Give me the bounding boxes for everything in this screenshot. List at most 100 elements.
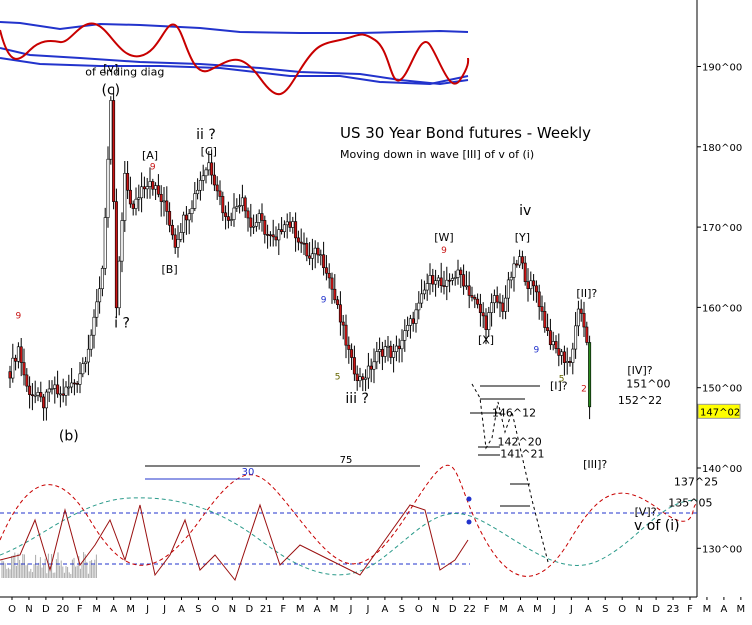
- time-tick-label: J: [349, 604, 353, 615]
- candle-body: [201, 175, 205, 181]
- candle-body: [120, 220, 124, 262]
- candle-body: [128, 189, 132, 205]
- wave-label: [B]: [162, 263, 178, 276]
- candle-body: [207, 162, 211, 171]
- candle-body: [98, 288, 102, 303]
- time-tick-label: 20: [56, 604, 69, 615]
- candle-body: [509, 276, 513, 281]
- candle-body: [154, 185, 158, 190]
- candle-body: [114, 201, 118, 309]
- candle-body: [352, 357, 356, 375]
- wave-label: [IV]?: [627, 364, 652, 377]
- osc-red-solid: [0, 503, 469, 582]
- wave-label: 137^25: [674, 476, 718, 489]
- candle-body: [414, 309, 418, 324]
- time-tick-label: M: [330, 604, 339, 615]
- time-tick-label: A: [110, 604, 117, 615]
- candle-body: [394, 345, 398, 352]
- time-tick-label: M: [296, 604, 305, 615]
- wave-label: of ending diag: [85, 65, 164, 78]
- candle-body: [173, 234, 177, 248]
- candle-body: [310, 253, 314, 259]
- candle-body: [361, 376, 365, 380]
- candle-body: [411, 318, 415, 324]
- time-tick-label: O: [8, 604, 16, 615]
- time-tick-label: D: [245, 604, 253, 615]
- time-tick-label: M: [737, 604, 746, 615]
- candle-body: [576, 308, 580, 327]
- candle-body: [33, 394, 37, 397]
- candle-body: [285, 221, 289, 226]
- candle-body: [176, 239, 180, 248]
- candle-body: [403, 330, 407, 341]
- time-tick-label: S: [399, 604, 405, 615]
- candle-body: [445, 279, 449, 287]
- wave-label: [W]: [434, 231, 453, 244]
- candle-body: [168, 211, 172, 226]
- time-tick-label: A: [381, 604, 388, 615]
- candle-body: [271, 234, 275, 238]
- candle-body: [364, 377, 368, 380]
- candle-body: [492, 295, 496, 304]
- wave-label: [Y]: [515, 231, 530, 244]
- candle-body: [25, 374, 29, 387]
- candle-body: [204, 169, 208, 177]
- top-band-indicator: [0, 21, 470, 96]
- candle-body: [434, 280, 438, 285]
- candle-body: [515, 263, 519, 266]
- candle-body: [456, 269, 460, 278]
- time-tick-label: N: [432, 604, 439, 615]
- time-tick-label: J: [162, 604, 166, 615]
- time-tick-label: J: [365, 604, 369, 615]
- candle-body: [145, 186, 149, 190]
- candle-body: [196, 189, 200, 195]
- wave-label: 5: [335, 373, 341, 383]
- time-tick-label: N: [25, 604, 32, 615]
- middle-band-line: [0, 47, 469, 86]
- candle-body: [95, 301, 99, 318]
- candle-body: [53, 384, 57, 389]
- chart-title: US 30 Year Bond futures - Weekly: [340, 124, 591, 142]
- candle-body: [159, 193, 163, 202]
- wave-label: v of (i): [634, 518, 680, 534]
- time-tick-label: F: [484, 604, 490, 615]
- candle-body: [137, 197, 141, 200]
- projection-path: [145, 383, 549, 563]
- candle-body: [501, 302, 505, 312]
- candle-body: [571, 348, 575, 363]
- time-tick-label: O: [618, 604, 626, 615]
- candle-body: [324, 267, 328, 274]
- candle-body: [350, 349, 354, 358]
- candle-body: [165, 200, 169, 212]
- upper-band-line: [0, 21, 469, 34]
- wave-label: 151^00: [626, 378, 670, 391]
- wave-label: 9: [150, 162, 156, 172]
- time-tick-label: J: [552, 604, 556, 615]
- time-tick-label: O: [211, 604, 219, 615]
- wave-label: (b): [59, 429, 79, 445]
- time-tick-label: O: [415, 604, 423, 615]
- price-tick-label: 140^00: [702, 464, 742, 475]
- candle-body: [420, 293, 424, 304]
- candle-body: [554, 341, 558, 349]
- candle-body: [170, 224, 174, 236]
- candle-body: [512, 263, 516, 278]
- candle-body: [8, 371, 12, 379]
- candle-body: [355, 373, 359, 382]
- time-tick-label: A: [720, 604, 727, 615]
- candle-body: [574, 325, 578, 350]
- candle-body: [562, 351, 566, 363]
- candle-body: [453, 277, 457, 279]
- candle-body: [187, 213, 191, 221]
- candle-body: [142, 186, 146, 190]
- time-tick-label: M: [126, 604, 135, 615]
- candle-body: [428, 275, 432, 284]
- candle-body: [280, 229, 284, 232]
- candle-body: [319, 254, 323, 257]
- candle-body: [249, 217, 253, 228]
- candle-body: [358, 376, 362, 382]
- candle-body: [30, 394, 34, 396]
- osc-teal-dashed: [0, 497, 698, 576]
